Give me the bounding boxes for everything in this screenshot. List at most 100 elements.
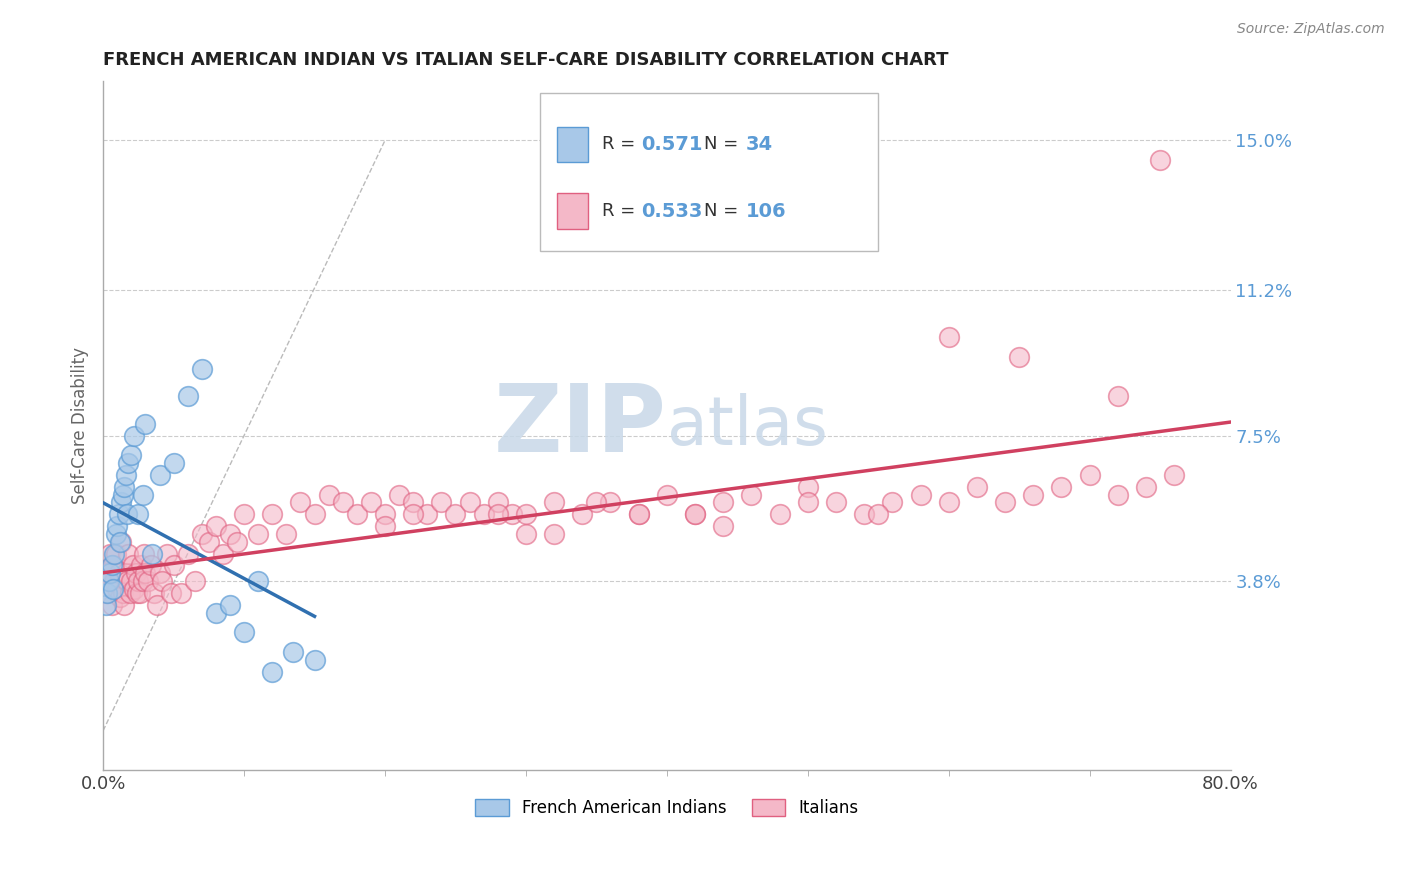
Point — [114, 467, 136, 482]
Point — [515, 507, 537, 521]
Point — [247, 527, 270, 541]
Point — [148, 566, 170, 581]
Point — [128, 586, 150, 600]
Point — [515, 527, 537, 541]
Point — [155, 547, 177, 561]
Text: 0.533: 0.533 — [641, 202, 703, 220]
Point — [711, 519, 734, 533]
Point — [103, 547, 125, 561]
Point — [98, 547, 121, 561]
Point — [205, 519, 228, 533]
Point — [96, 586, 118, 600]
Point — [97, 574, 120, 588]
Point — [108, 590, 131, 604]
Point — [162, 558, 184, 573]
Point — [388, 487, 411, 501]
Point — [966, 480, 988, 494]
Point — [486, 507, 509, 521]
Point — [374, 507, 396, 521]
Point — [159, 586, 181, 600]
Point — [205, 606, 228, 620]
Point — [571, 507, 593, 521]
Point — [1008, 350, 1031, 364]
Point — [96, 586, 118, 600]
Point — [120, 448, 142, 462]
Point — [129, 558, 152, 573]
Point — [868, 507, 890, 521]
Point — [472, 507, 495, 521]
Point — [107, 507, 129, 521]
Point — [226, 534, 249, 549]
Point — [1078, 467, 1101, 482]
Point — [276, 527, 298, 541]
Point — [627, 507, 650, 521]
Point — [938, 330, 960, 344]
Point — [131, 487, 153, 501]
Text: R =: R = — [602, 202, 641, 220]
Point — [141, 547, 163, 561]
Point — [108, 534, 131, 549]
Point — [346, 507, 368, 521]
Point — [101, 558, 124, 573]
Point — [543, 527, 565, 541]
Point — [219, 527, 242, 541]
Point — [105, 519, 128, 533]
Text: R =: R = — [602, 136, 641, 153]
Point — [191, 527, 214, 541]
Point — [105, 582, 128, 596]
Point — [444, 507, 467, 521]
Text: N =: N = — [703, 136, 744, 153]
Point — [416, 507, 439, 521]
Point — [402, 495, 425, 509]
Point — [1107, 389, 1129, 403]
Point — [107, 566, 129, 581]
Point — [104, 547, 127, 561]
Point — [97, 574, 120, 588]
Point — [402, 507, 425, 521]
Point — [114, 566, 136, 581]
Point — [332, 495, 354, 509]
Text: FRENCH AMERICAN INDIAN VS ITALIAN SELF-CARE DISABILITY CORRELATION CHART: FRENCH AMERICAN INDIAN VS ITALIAN SELF-C… — [103, 51, 949, 69]
Point — [131, 574, 153, 588]
Point — [121, 558, 143, 573]
Point — [115, 507, 138, 521]
Point — [318, 487, 340, 501]
Point — [112, 480, 135, 494]
Text: 106: 106 — [745, 202, 786, 220]
Point — [125, 586, 148, 600]
Point — [825, 495, 848, 509]
Point — [430, 495, 453, 509]
Text: Source: ZipAtlas.com: Source: ZipAtlas.com — [1237, 22, 1385, 37]
Point — [627, 507, 650, 521]
Point — [111, 487, 134, 501]
Point — [111, 586, 134, 600]
Point — [127, 507, 149, 521]
Legend: French American Indians, Italians: French American Indians, Italians — [468, 792, 865, 823]
Point — [176, 547, 198, 561]
Point — [543, 495, 565, 509]
Point — [134, 566, 156, 581]
Point — [1022, 487, 1045, 501]
Point — [101, 582, 124, 596]
Point — [994, 495, 1017, 509]
Point — [655, 487, 678, 501]
Point — [115, 574, 138, 588]
Point — [233, 507, 256, 521]
Point — [797, 495, 820, 509]
Y-axis label: Self-Care Disability: Self-Care Disability — [72, 347, 89, 504]
Point — [938, 495, 960, 509]
FancyBboxPatch shape — [557, 127, 588, 162]
FancyBboxPatch shape — [540, 93, 879, 251]
Point — [136, 574, 159, 588]
Point — [127, 574, 149, 588]
Point — [458, 495, 481, 509]
Point — [124, 566, 146, 581]
Point — [212, 547, 235, 561]
Point — [1149, 153, 1171, 167]
Point — [110, 495, 132, 509]
Point — [176, 389, 198, 403]
Point — [117, 547, 139, 561]
FancyBboxPatch shape — [557, 194, 588, 229]
Point — [110, 534, 132, 549]
Point — [139, 558, 162, 573]
